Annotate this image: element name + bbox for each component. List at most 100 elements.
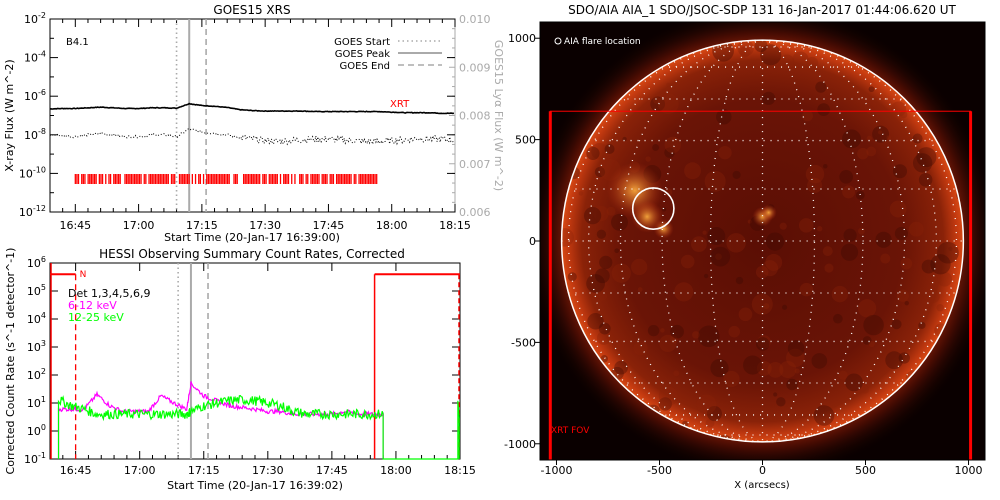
disk-mottle: [866, 109, 872, 115]
y-tick-label: -500: [511, 336, 536, 349]
disk-mottle: [880, 253, 891, 264]
x-tick-label: 0: [759, 464, 766, 477]
disk-mottle: [586, 274, 605, 293]
disk-mottle: [799, 282, 814, 297]
disk-mottle: [875, 231, 892, 248]
disk-mottle: [739, 46, 751, 58]
disk-mottle: [659, 334, 677, 352]
disk-mottle: [948, 246, 953, 251]
legend-label-6-12kev: 6-12 keV: [68, 299, 117, 312]
disk-mottle: [900, 257, 913, 270]
disk-mottle: [664, 188, 673, 197]
solar-disk: [561, 40, 964, 442]
y-tick-label: 104: [27, 311, 46, 326]
disk-mottle: [598, 292, 608, 301]
grid-longitude: [709, 39, 763, 443]
disk-mottle: [696, 394, 717, 415]
disk-mottle: [936, 303, 944, 312]
disk-mottle: [737, 40, 754, 57]
disk-mottle: [674, 282, 694, 302]
disk-mottle: [863, 314, 884, 336]
disk-mottle: [633, 340, 648, 356]
disk-mottle: [658, 397, 672, 411]
chart-title: GOES15 XRS: [213, 3, 290, 17]
disk-mottle: [937, 271, 953, 287]
disk-mottle: [716, 109, 732, 125]
disk-mottle: [885, 351, 904, 370]
disk-mottle: [918, 173, 933, 187]
disk-mottle: [815, 81, 827, 93]
disk-mottle: [878, 130, 883, 135]
disk-mottle: [680, 254, 695, 269]
y-tick-label: 10-6: [24, 88, 46, 103]
y-tick-label: 0: [529, 235, 536, 248]
legend-label-12-25kev: 12-25 keV: [68, 311, 124, 324]
y2-axis-label: GOES15 Lyα Flux (W m^-2): [492, 40, 505, 191]
disk-mottle: [704, 170, 726, 192]
disk-mottle: [691, 236, 707, 253]
y-tick-label: 100: [27, 423, 46, 438]
y-tick-label: 10-4: [24, 50, 46, 65]
disk-mottle: [715, 253, 722, 261]
aia-image-panel: SDO/AIA AIA_1 SDO/JSOC-SDP 131 16-Jan-20…: [495, 3, 986, 491]
y-axis-label: Corrected Count Rate (s^-1 detector^-1): [4, 248, 17, 475]
disk-mottle: [779, 222, 787, 230]
disk-mottle: [710, 358, 729, 378]
disk-mottle: [857, 147, 869, 160]
x-tick-label: -1000: [540, 464, 572, 477]
disk-mottle: [779, 360, 797, 379]
disk-mottle: [596, 331, 611, 345]
disk-mottle: [904, 300, 909, 306]
disk-mottle: [600, 355, 609, 363]
chart-title: HESSI Observing Summary Count Rates, Cor…: [99, 247, 405, 261]
y-tick-label: 500: [515, 134, 536, 147]
disk-mottle: [786, 378, 798, 391]
disk-mottle: [612, 338, 625, 352]
disk-mottle: [912, 153, 933, 173]
x-tick-label: 18:15: [439, 219, 471, 232]
disk-mottle: [587, 313, 604, 330]
disk-mottle: [692, 331, 700, 339]
disk-mottle: [898, 352, 910, 364]
disk-mottle: [840, 243, 859, 261]
disk-mottle: [697, 325, 720, 348]
disk-mottle: [672, 137, 677, 142]
y2-tick-label: 0.008: [459, 110, 491, 123]
disk-mottle: [824, 263, 834, 273]
disk-mottle: [645, 156, 651, 162]
disk-mottle: [760, 44, 782, 66]
flare-class-label: B4.1: [66, 37, 89, 48]
disk-mottle: [614, 248, 620, 254]
disk-mottle: [868, 340, 875, 348]
disk-mottle: [779, 54, 795, 70]
disk-mottle: [652, 96, 661, 104]
disk-mottle: [807, 177, 823, 194]
disk-mottle: [763, 303, 770, 310]
disk-mottle: [637, 287, 643, 292]
disk-mottle: [822, 246, 833, 257]
y-tick-label: 106: [27, 255, 46, 270]
goes-series-long: [49, 102, 455, 115]
disk-mottle: [858, 227, 865, 235]
x-tick-label: 17:45: [316, 464, 348, 477]
disk-mottle: [839, 170, 853, 184]
y-axis-label: X-ray Flux (W m^-2): [3, 59, 16, 171]
image-title: SDO/AIA AIA_1 SDO/JSOC-SDP 131 16-Jan-20…: [568, 3, 956, 17]
disk-mottle: [845, 373, 863, 392]
disk-mottle: [598, 322, 611, 335]
legend-label: GOES End: [340, 61, 390, 72]
disk-mottle: [718, 145, 732, 160]
y-tick-label: 10-1: [24, 451, 46, 466]
disk-mottle: [862, 336, 872, 345]
x-tick-label: 18:15: [444, 464, 476, 477]
xrt-fov-label: XRT FOV: [551, 426, 590, 436]
disk-mottle: [817, 103, 831, 117]
disk-mottle: [785, 348, 805, 368]
x-tick-label: -500: [647, 464, 672, 477]
disk-mottle: [702, 230, 707, 235]
disk-mottle: [894, 226, 909, 241]
disk-mottle: [660, 328, 665, 333]
disk-mottle: [866, 146, 877, 157]
